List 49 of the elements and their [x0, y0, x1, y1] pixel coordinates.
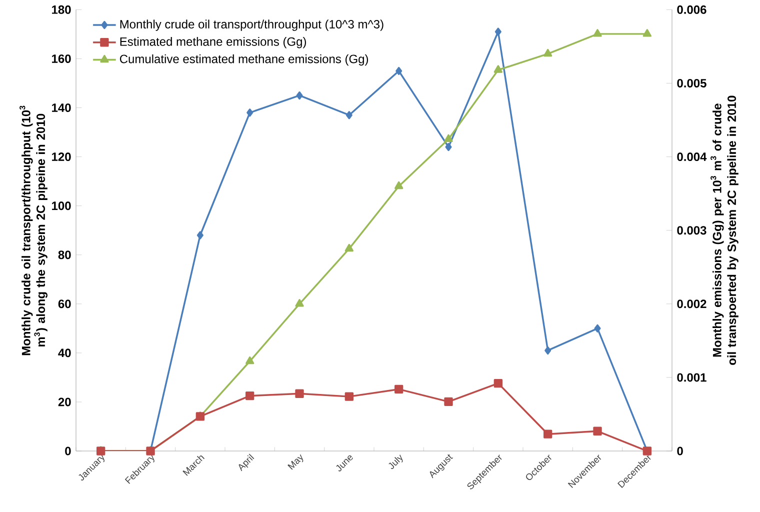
x-tick-label: May	[288, 454, 304, 470]
point	[246, 108, 254, 117]
y2-tick-label: 0.005	[677, 78, 706, 88]
y-tick-label: 180	[52, 5, 71, 14]
point	[444, 134, 453, 142]
y-tick-label: 60	[58, 300, 71, 308]
text: Monthly crude oil transport/throughput (10$^{3}$ m$^{3}$) along the system 2C pipeine in 2010	[20, 106, 48, 356]
point	[594, 324, 601, 332]
legend-label: Cumulative estimated methane emissions (Gg)	[120, 54, 368, 66]
y2-tick-label: 0.002	[677, 300, 706, 308]
point	[494, 28, 502, 36]
y2-tick-label: 0	[677, 446, 683, 456]
legend-label: Estimated methane emissions (Gg)	[120, 37, 306, 48]
y-tick-label: 120	[52, 152, 71, 162]
point	[246, 391, 254, 400]
y-tick-label: 0	[65, 446, 71, 456]
point	[494, 378, 503, 388]
point	[544, 48, 552, 57]
y-tick-label: 40	[58, 348, 71, 358]
legend-label: Monthly crude oil transport/throughput (10^3 m^3)	[120, 20, 384, 31]
point	[593, 29, 602, 37]
point	[295, 299, 304, 307]
y-tick-label: 80	[58, 250, 71, 260]
point	[593, 426, 602, 436]
point	[444, 397, 453, 406]
point	[344, 244, 354, 252]
y2-tick-label: 0.006	[677, 5, 706, 14]
y2-tick-label: 0.004	[677, 152, 707, 162]
point	[246, 356, 254, 364]
point	[494, 65, 503, 73]
y-tick-label: 140	[52, 103, 71, 112]
y-tick-label: 100	[52, 202, 71, 210]
y-tick-label: 20	[58, 398, 71, 406]
y2-tick-label: 0.001	[677, 373, 706, 382]
point	[394, 181, 404, 190]
point	[295, 389, 304, 398]
point	[344, 392, 354, 401]
y-tick-label: 160	[52, 54, 71, 63]
point	[544, 430, 552, 438]
point	[346, 111, 352, 120]
point	[642, 29, 652, 37]
y2-tick-label: 0.003	[677, 226, 706, 235]
point	[396, 66, 402, 76]
point	[296, 91, 303, 100]
point	[196, 231, 204, 240]
x-tick-label: July	[388, 454, 403, 469]
point	[394, 384, 404, 394]
point	[544, 346, 552, 355]
point	[445, 142, 452, 152]
